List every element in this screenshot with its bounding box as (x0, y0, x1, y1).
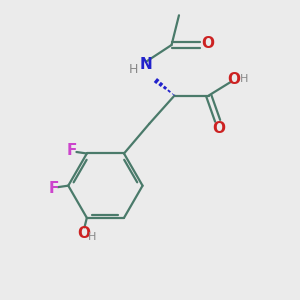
Text: H: H (129, 63, 139, 76)
Text: O: O (213, 121, 226, 136)
Text: H: H (240, 74, 249, 84)
Text: O: O (202, 36, 214, 51)
Text: N: N (139, 57, 152, 72)
Text: O: O (77, 226, 90, 241)
Text: H: H (88, 232, 96, 242)
Text: O: O (227, 72, 241, 87)
Text: F: F (48, 181, 59, 196)
Text: F: F (67, 143, 77, 158)
